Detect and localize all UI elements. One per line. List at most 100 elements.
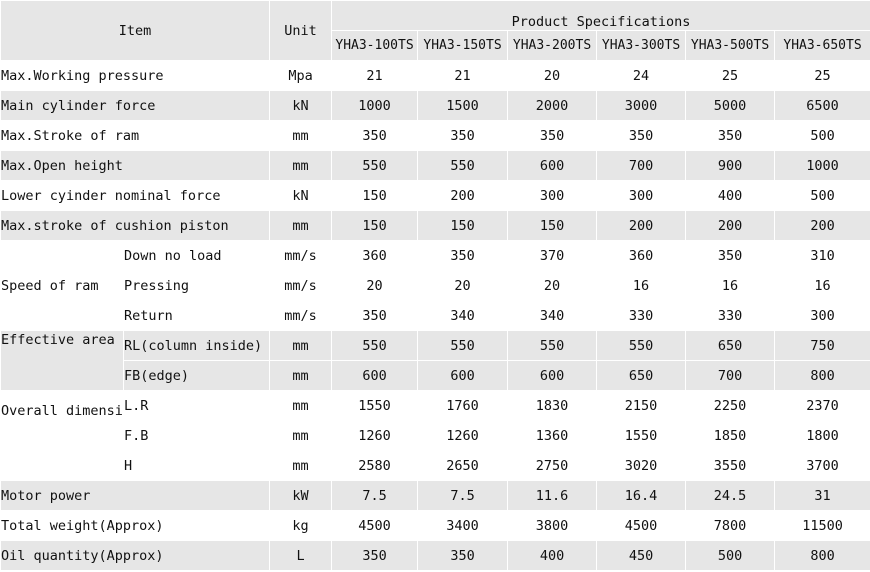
header-unit: Unit [269,0,333,61]
table-row: Max.Open height mm 550 550 600 700 900 1… [0,150,870,181]
cell-value: 21 [417,60,509,91]
cell-value: 700 [596,150,687,181]
cell-value: 300 [507,180,598,211]
sub-label: H [122,450,271,481]
model-header: YHA3-150TS [417,30,509,61]
cell-value: 450 [596,540,687,571]
row-unit: mm [269,210,333,241]
cell-value: 200 [417,180,509,211]
table-row: Max.stroke of cushion piston mm 150 150 … [0,210,870,241]
cell-value: 800 [774,540,870,571]
cell-value: 2370 [774,390,870,421]
cell-value: 3550 [685,450,776,481]
cell-value: 150 [417,210,509,241]
sub-label: Pressing [122,270,271,301]
cell-value: 550 [331,330,419,361]
cell-value: 2150 [596,390,687,421]
cell-value: 340 [417,300,509,331]
row-unit: mm [269,450,333,481]
cell-value: 7.5 [417,480,509,511]
row-unit: mm/s [269,240,333,271]
table-row: Return mm/s 350 340 340 330 330 300 [1,300,870,331]
sub-label: Down no load [122,240,271,271]
row-unit: mm [269,150,333,181]
cell-value: 650 [596,360,687,391]
sub-label: F.B [122,420,271,451]
table-row: Pressing mm/s 20 20 20 16 16 16 [1,270,870,301]
row-label: Max.Working pressure [0,60,271,91]
row-label: Motor power [0,480,271,511]
cell-value: 1260 [417,420,509,451]
cell-value: 500 [774,180,870,211]
row-unit: mm [269,330,333,361]
cell-value: 300 [774,300,870,331]
cell-value: 350 [417,120,509,151]
table-row: Oil quantity(Approx) L 350 350 400 450 5… [0,540,870,571]
cell-value: 4500 [331,510,419,541]
cell-value: 550 [331,150,419,181]
model-header: YHA3-650TS [774,30,870,61]
cell-value: 350 [417,540,509,571]
table-row: Max.Working pressure Mpa 21 21 20 24 25 … [0,60,870,91]
cell-value: 1800 [774,420,870,451]
cell-value: 1000 [774,150,870,181]
cell-value: 550 [507,330,598,361]
cell-value: 370 [507,240,598,271]
row-unit: kg [269,510,333,541]
row-label: Main cylinder force [0,90,271,121]
cell-value: 3700 [774,450,870,481]
cell-value: 600 [507,360,598,391]
cell-value: 800 [774,360,870,391]
header-row-1: Item Unit Product Specifications [0,0,870,61]
row-unit: mm [269,120,333,151]
cell-value: 350 [331,300,419,331]
header-item: Item [0,0,271,61]
cell-value: 350 [596,120,687,151]
row-unit: mm [269,360,333,391]
sub-label: RL(column inside) [122,330,271,361]
cell-value: 1760 [417,390,509,421]
cell-value: 20 [331,270,419,301]
group-label-overall-dimension: Overall dimension [0,390,124,481]
cell-value: 21 [331,60,419,91]
sub-label: L.R [122,390,271,421]
cell-value: 1360 [507,420,598,451]
cell-value: 20 [507,60,598,91]
row-unit: kW [269,480,333,511]
cell-value: 20 [417,270,509,301]
cell-value: 4500 [596,510,687,541]
row-label: Max.stroke of cushion piston [0,210,271,241]
cell-value: 6500 [774,90,870,121]
cell-value: 16 [685,270,776,301]
row-unit: mm/s [269,300,333,331]
cell-value: 350 [331,120,419,151]
cell-value: 1500 [417,90,509,121]
cell-value: 3020 [596,450,687,481]
cell-value: 5000 [685,90,776,121]
model-header: YHA3-500TS [685,30,776,61]
row-label: Max.Stroke of ram [0,120,271,151]
cell-value: 1550 [596,420,687,451]
cell-value: 200 [596,210,687,241]
cell-value: 150 [331,180,419,211]
cell-value: 500 [774,120,870,151]
cell-value: 25 [774,60,870,91]
cell-value: 310 [774,240,870,271]
table-row: Main cylinder force kN 1000 1500 2000 30… [0,90,870,121]
row-unit: L [269,540,333,571]
cell-value: 7800 [685,510,776,541]
table-row: FB(edge) mm 600 600 600 650 700 800 [1,360,870,391]
group-label-effective-area: Effective area of working table [0,330,124,391]
cell-value: 350 [417,240,509,271]
sub-label: Return [122,300,271,331]
cell-value: 3800 [507,510,598,541]
cell-value: 200 [685,210,776,241]
cell-value: 330 [685,300,776,331]
table-row: Motor power kW 7.5 7.5 11.6 16.4 24.5 31 [0,480,870,511]
cell-value: 400 [685,180,776,211]
table-row: Lower cyinder nominal force kN 150 200 3… [0,180,870,211]
cell-value: 150 [331,210,419,241]
cell-value: 24 [596,60,687,91]
table-row: Max.Stroke of ram mm 350 350 350 350 350… [0,120,870,151]
